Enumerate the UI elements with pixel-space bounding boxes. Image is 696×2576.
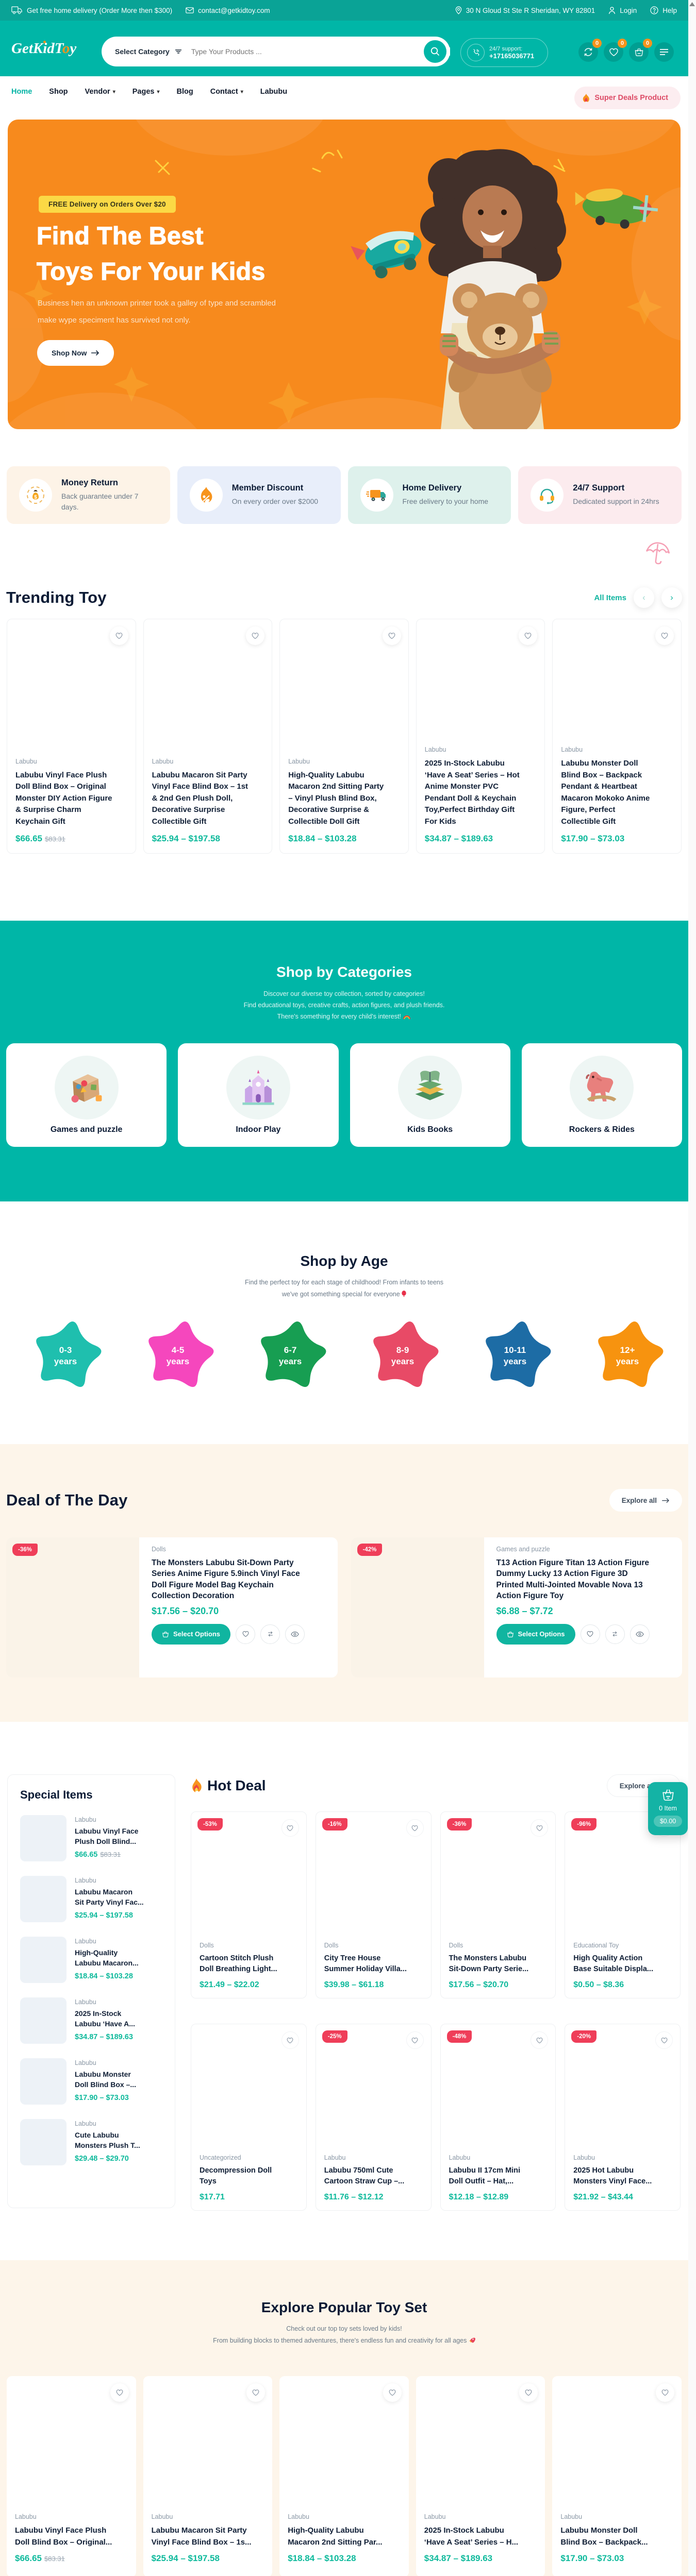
- svg-text:years: years: [54, 1357, 77, 1366]
- svg-text:years: years: [391, 1357, 414, 1366]
- svg-text:years: years: [616, 1357, 639, 1366]
- svg-text:12+: 12+: [620, 1345, 635, 1355]
- svg-text:$: $: [34, 495, 37, 500]
- svg-text:4-5: 4-5: [172, 1345, 185, 1355]
- svg-text:8-9: 8-9: [396, 1345, 409, 1355]
- svg-text:10-11: 10-11: [504, 1345, 526, 1355]
- svg-text:years: years: [504, 1357, 526, 1366]
- svg-text:years: years: [279, 1357, 302, 1366]
- svg-text:6-7: 6-7: [284, 1345, 297, 1355]
- svg-text:years: years: [167, 1357, 189, 1366]
- svg-text:0-3: 0-3: [59, 1345, 72, 1355]
